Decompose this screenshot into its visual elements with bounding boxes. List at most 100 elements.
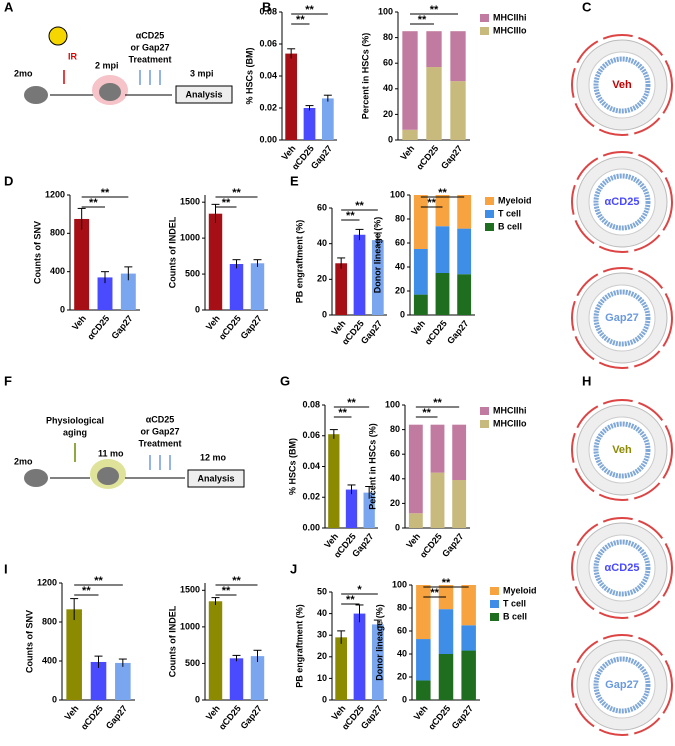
significance-label: ** [346,594,355,606]
significance-label: ** [346,210,355,222]
significance-label: ** [89,197,98,209]
bar [74,218,90,310]
bar [353,613,366,700]
circos-label: αCD25 [605,196,640,208]
label: Analysis [185,89,222,99]
y-tick-label: 40 [397,648,407,658]
y-tick-label: 80 [390,424,400,434]
label: Physiological [46,415,104,425]
y-tick-label: 0.06 [259,38,277,48]
bar [285,53,298,140]
y-tick-label: 80 [397,602,407,612]
y-tick-label: 100 [378,6,393,16]
significance-label: ** [232,187,241,199]
y-tick-label: 0 [322,309,327,319]
bar-segment [457,195,472,229]
y-tick-label: 100 [390,189,405,199]
x-tick-label: Gap27 [109,313,134,341]
y-tick-label: 50 [317,586,327,596]
bar-segment [416,639,431,681]
significance-label: ** [438,187,447,199]
circos-ring [571,267,673,369]
circos-ring [571,634,673,736]
y-tick-label: 40 [317,608,327,618]
significance-label: * [357,584,362,596]
panel-label: J [290,561,297,576]
bar-segment [416,585,431,640]
x-tick-label: αCD25 [414,143,440,171]
circos-track [588,651,656,719]
mouse-icon [99,83,121,101]
y-tick-label: 1000 [180,621,200,631]
y-tick-label: 400 [50,266,65,276]
bar [250,263,265,310]
y-tick-label: 1000 [180,233,200,243]
bar [353,234,366,315]
significance-label: ** [296,14,305,26]
label: 2mo [14,68,33,78]
y-tick-label: 1200 [45,189,65,199]
circos-ring [571,151,673,253]
circos-label: Veh [612,79,632,91]
y-tick-label: 0.06 [302,430,320,440]
x-tick-label: αCD25 [217,313,243,341]
x-tick-label: αCD25 [426,703,452,731]
legend-label: B cell [503,611,527,621]
y-tick-label: 20 [397,671,407,681]
label: 3 mpi [190,68,214,78]
y-tick-label: 0.00 [259,134,277,144]
circos-ring [571,34,673,136]
x-tick-label: αCD25 [85,313,111,341]
circos-inner [593,421,651,479]
circos-inner [593,656,651,714]
label: IR [68,51,78,61]
significance-label: ** [430,587,439,599]
circos-label: Gap27 [605,679,639,691]
y-axis-label: Donor lineage (%) [374,604,384,681]
y-tick-label: 40 [390,473,400,483]
significance-label: ** [101,187,110,199]
y-axis-label: PB engraftment (%) [294,220,304,304]
legend-swatch [490,587,499,595]
y-tick-label: 10 [317,673,327,683]
y-tick-label: 20 [395,285,405,295]
bar-segment [438,609,454,654]
y-axis-label: % HSCs (BM) [287,438,297,495]
bar [328,434,340,528]
x-tick-label: αCD25 [418,531,444,559]
bar [97,277,113,310]
schematic-f: 2mo Physiological aging 11 mo αCD25 or G… [14,414,245,489]
significance-label: ** [305,4,314,16]
y-tick-label: 0 [400,309,405,319]
legend-label: MHCIIlo [493,25,527,35]
y-tick-label: 500 [185,658,200,668]
panel-label: I [4,561,8,576]
legend-label: B cell [498,221,522,231]
bar-segment [461,650,476,700]
significance-label: ** [222,197,231,209]
bar [120,273,136,310]
legend-label: T cell [498,208,521,218]
y-tick-label: 40 [395,261,405,271]
bar-segment [435,273,450,315]
bar-segment [435,195,450,227]
x-tick-label: αCD25 [79,703,105,731]
circos-track [588,284,656,352]
circos-label: Gap27 [605,312,639,324]
y-tick-label: 0.08 [259,6,277,16]
significance-label: ** [82,585,91,597]
y-tick-label: 1500 [180,197,200,207]
schematic-a: 2mo IR 2 mpi αCD25 or Gap27 Treatment 3 … [14,26,233,105]
legend-label: T cell [503,598,526,608]
bar-segment [426,31,442,68]
y-tick-label: 0 [388,134,393,144]
y-tick-label: 0 [60,304,65,314]
legend-label: MHCIIhi [493,12,527,22]
bar [321,98,334,140]
significance-label: ** [418,14,427,26]
bar-segment [402,129,418,140]
y-tick-label: 30 [317,630,327,640]
label: 11 mo [98,448,124,458]
legend-swatch [480,420,489,428]
